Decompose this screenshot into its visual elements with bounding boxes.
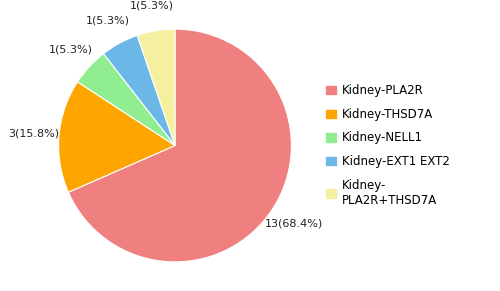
Legend: Kidney-PLA2R, Kidney-THSD7A, Kidney-NELL1, Kidney-EXT1 EXT2, Kidney-
PLA2R+THSD7: Kidney-PLA2R, Kidney-THSD7A, Kidney-NELL… <box>326 84 450 207</box>
Wedge shape <box>78 54 175 146</box>
Text: 13(68.4%): 13(68.4%) <box>265 218 323 228</box>
Text: 1(5.3%): 1(5.3%) <box>86 16 130 26</box>
Wedge shape <box>137 29 175 146</box>
Text: 1(5.3%): 1(5.3%) <box>48 44 92 54</box>
Wedge shape <box>104 36 175 146</box>
Wedge shape <box>58 82 175 192</box>
Wedge shape <box>68 29 292 262</box>
Text: 3(15.8%): 3(15.8%) <box>8 129 59 139</box>
Text: 1(5.3%): 1(5.3%) <box>130 0 174 10</box>
